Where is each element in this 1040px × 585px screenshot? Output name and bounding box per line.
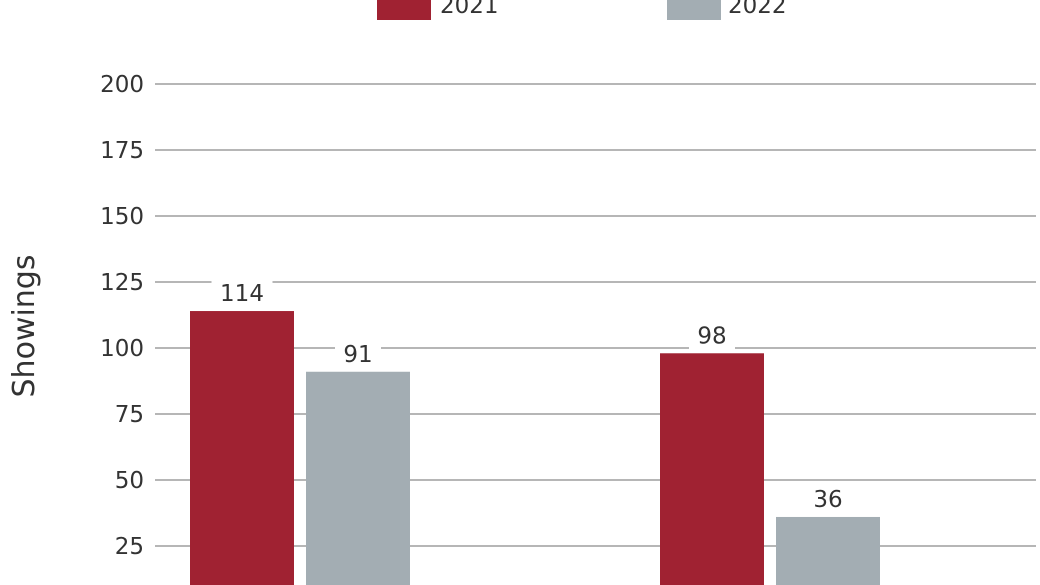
- bar-2021-2: [660, 353, 764, 585]
- data-labels: 114 98 91 36: [211, 277, 851, 513]
- legend-swatch-2022: [667, 0, 721, 20]
- y-tick-label-75: 75: [115, 402, 144, 428]
- legend: 2021 2022: [377, 0, 787, 20]
- y-tick-label-25: 25: [115, 534, 144, 560]
- bar-2021-1: [190, 311, 294, 585]
- data-label-2021-2: 98: [697, 323, 726, 349]
- y-tick-label-150: 150: [100, 204, 144, 230]
- data-label-background: [689, 319, 735, 350]
- y-axis-ticks: 25 50 75 100 125 150 175 200: [100, 72, 144, 560]
- y-tick-label-200: 200: [100, 72, 144, 98]
- gridlines: [155, 83, 1036, 547]
- legend-label-2021: 2021: [440, 0, 499, 19]
- data-label-2022-1: 91: [343, 342, 372, 368]
- bar-2022-2: [776, 516, 880, 585]
- data-label-2021-1: 114: [220, 281, 264, 307]
- data-label-background: [335, 337, 381, 368]
- data-label-2022-2: 36: [813, 487, 842, 513]
- bars: [190, 311, 880, 585]
- y-tick-label-125: 125: [100, 270, 144, 296]
- y-tick-label-50: 50: [115, 468, 144, 494]
- y-tick-label-175: 175: [100, 138, 144, 164]
- data-label-background: [805, 482, 851, 513]
- y-axis-title: Showings: [7, 255, 42, 398]
- data-label-background: [211, 277, 273, 308]
- legend-label-2022: 2022: [728, 0, 787, 19]
- y-tick-label-100: 100: [100, 336, 144, 362]
- legend-swatch-2021: [377, 0, 431, 20]
- bar-2022-1: [306, 371, 410, 585]
